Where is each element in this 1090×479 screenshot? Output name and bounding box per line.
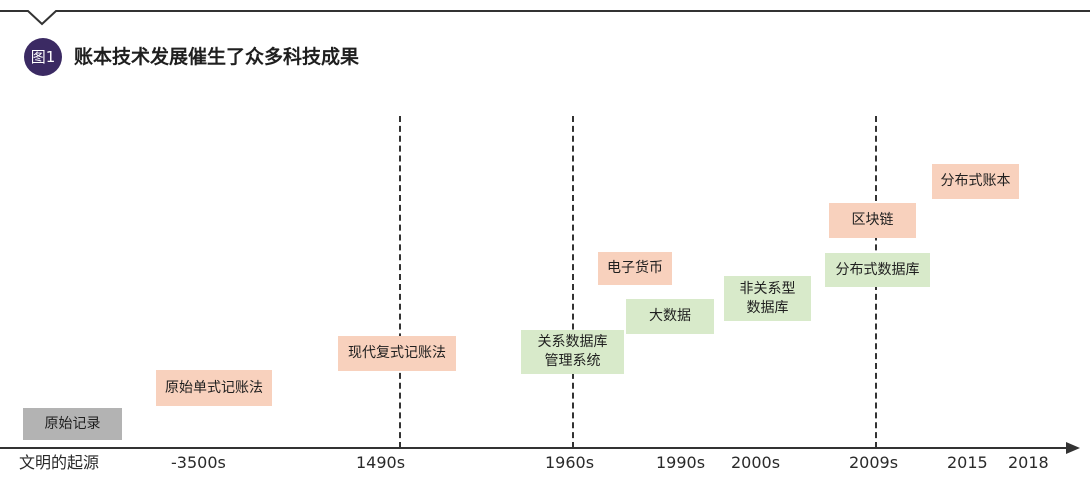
milestone-label: 电子货币 bbox=[607, 260, 663, 276]
axis-label-origin-of-civilization: 文明的起源 bbox=[19, 453, 100, 472]
figure-title: 账本技术发展催生了众多科技成果 bbox=[74, 46, 360, 68]
milestone-single-entry-bookkeeping: 原始单式记账法 bbox=[156, 370, 272, 406]
milestone-label: 大数据 bbox=[649, 308, 691, 324]
axis-label-2009s: 2009s bbox=[849, 453, 899, 472]
milestone-label-line: 关系数据库 bbox=[537, 334, 608, 350]
milestone-original-records: 原始记录 bbox=[23, 408, 122, 440]
axis-label-2015: 2015 bbox=[947, 453, 988, 472]
milestone-label: 分布式数据库 bbox=[835, 261, 920, 278]
milestone-relational-dbms: 关系数据库 管理系统 bbox=[521, 330, 624, 374]
milestone-distributed-ledger: 分布式账本 bbox=[932, 164, 1019, 199]
milestone-label: 现代复式记账法 bbox=[348, 345, 446, 361]
figure-badge: 图1 bbox=[24, 38, 62, 76]
header-rule bbox=[0, 10, 1090, 26]
milestone-label: 区块链 bbox=[851, 212, 894, 228]
milestone-big-data: 大数据 bbox=[626, 299, 714, 334]
milestone-label-line: 数据库 bbox=[746, 299, 789, 316]
milestone-double-entry-bookkeeping: 现代复式记账法 bbox=[338, 336, 456, 371]
milestone-distributed-database: 分布式数据库 bbox=[825, 253, 930, 287]
axis-label-2000s: 2000s bbox=[731, 453, 781, 472]
timeline-axis bbox=[0, 442, 1080, 454]
milestone-electronic-money: 电子货币 bbox=[598, 252, 672, 285]
milestone-label: 分布式账本 bbox=[940, 173, 1011, 189]
era-divider-1490s bbox=[399, 116, 401, 448]
era-divider-1960s bbox=[572, 116, 574, 448]
milestone-label-line: 管理系统 bbox=[544, 353, 601, 369]
milestone-nosql-database: 非关系型 数据库 bbox=[724, 276, 811, 321]
milestone-label: 原始单式记账法 bbox=[165, 379, 263, 396]
axis-label-3500s: -3500s bbox=[171, 453, 226, 472]
milestone-label-line: 非关系型 bbox=[739, 280, 796, 297]
axis-label-1990s: 1990s bbox=[656, 453, 706, 472]
milestone-blockchain: 区块链 bbox=[829, 203, 916, 238]
axis-label-1960s: 1960s bbox=[545, 453, 595, 472]
milestone-label: 原始记录 bbox=[44, 415, 101, 432]
axis-label-1490s: 1490s bbox=[356, 453, 406, 472]
axis-label-2018: 2018 bbox=[1008, 453, 1049, 472]
axis-arrow-icon bbox=[1066, 442, 1080, 454]
